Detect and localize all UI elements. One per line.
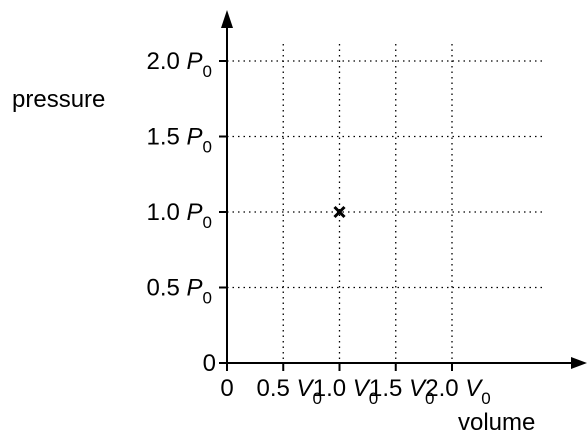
y-axis-arrowhead [221, 10, 233, 28]
y-tick-label: 0.5 P0 [146, 275, 212, 308]
ticks-layer: 0 0.5 P0 1.0 P0 1.5 P0 2.0 P0 0 0.5 V01.0 V01.… [146, 48, 490, 408]
x-tick-label: 2.0 V0 [425, 375, 491, 408]
y-axis-label: pressure [12, 86, 105, 113]
data-point-x-marker [333, 205, 346, 219]
x-tick-label: 1.5 V0 [369, 375, 435, 408]
x-axis-label: volume [458, 409, 535, 436]
points-layer [333, 205, 346, 219]
y-tick-label: 1.0 P0 [146, 199, 212, 232]
grid-layer [227, 44, 545, 363]
x-tick-label: 1.0 V0 [313, 375, 379, 408]
y-tick-label: 1.5 P0 [146, 124, 212, 157]
x-tick-label: 0.5 V0 [256, 375, 322, 408]
marker-stroke [333, 205, 346, 219]
x-axis-arrowhead [571, 357, 587, 369]
axes-layer [221, 10, 587, 369]
y-tick-label: 2.0 P0 [146, 48, 212, 81]
y-tick-label: 0 [203, 350, 216, 377]
x-tick-label: 0 [220, 375, 233, 402]
